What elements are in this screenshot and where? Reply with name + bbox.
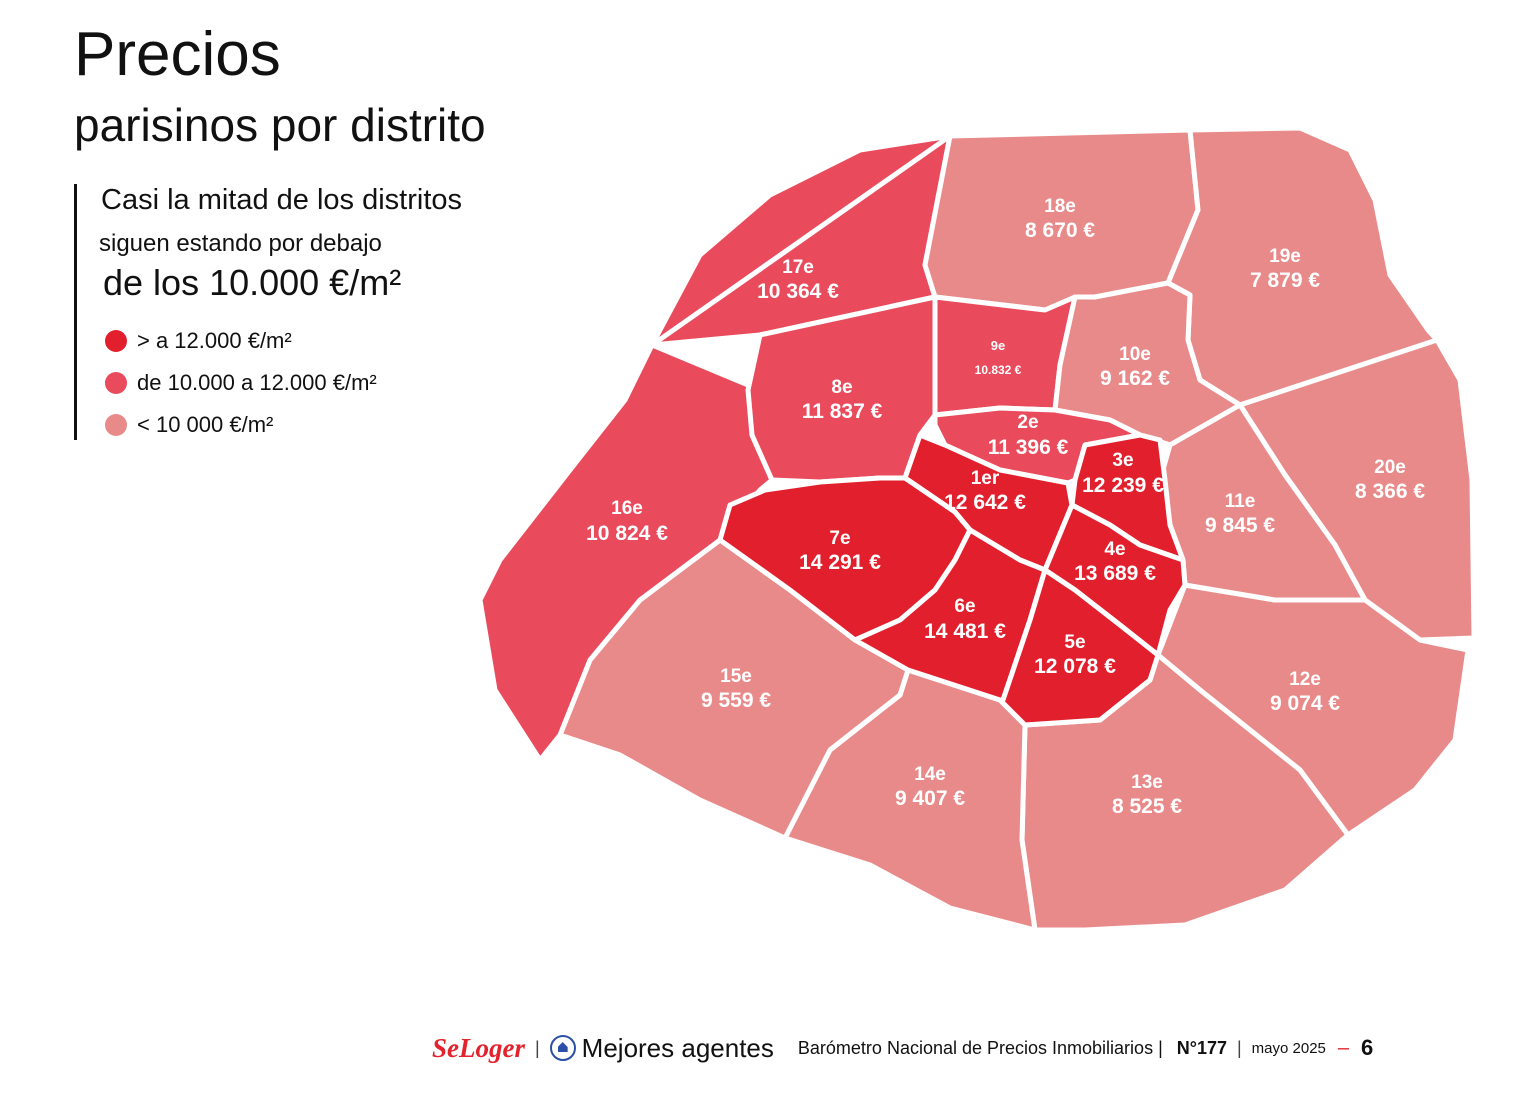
district-8-name: 8e [831,377,852,398]
district-14-price: 9 407 € [895,787,965,810]
district-15-name: 15e [720,666,752,687]
district-20-price: 8 366 € [1355,480,1425,503]
district-9-price: 10.832 € [975,363,1022,377]
legend-dot-high-icon [105,330,127,352]
district-20-name: 20e [1374,457,1406,478]
district-6-price: 14 481 € [924,620,1006,643]
district-3-price: 12 239 € [1082,474,1164,497]
district-19-name: 19e [1269,246,1301,267]
district-13-price: 8 525 € [1112,795,1182,818]
label-district-6: 6e 14 481 € [924,596,1006,643]
issue-date: mayo 2025 [1251,1039,1326,1057]
legend-item-high: > a 12.000 €/m² [105,328,292,354]
district-1-price: 12 642 € [944,491,1026,514]
footer-divider-2: | [1236,1037,1242,1058]
district-2-price: 11 396 € [988,436,1069,459]
label-district-16: 16e 10 824 € [586,498,668,545]
district-13-name: 13e [1131,772,1163,793]
mejores-agentes-logo[interactable]: Mejores agentes [549,1032,774,1064]
legend-label-mid: de 10.000 a 12.000 €/m² [137,370,377,395]
district-14-name: 14e [914,764,946,785]
district-18-price: 8 670 € [1025,219,1095,242]
legend-label-high: > a 12.000 €/m² [137,328,292,353]
seloger-logo[interactable]: SeLoger [432,1032,525,1063]
footer: SeLoger | Mejores agentes Barómetro Naci… [432,1030,1373,1066]
district-18-name: 18e [1044,196,1076,217]
district-11-price: 9 845 € [1205,514,1275,537]
district-1-name: 1er [971,468,1000,489]
home-icon [549,1035,576,1061]
district-3-name: 3e [1112,450,1133,471]
intro-line-2: siguen estando por debajo [99,230,382,257]
district-17-name: 17e [782,257,814,278]
legend-dot-low-icon [105,414,127,436]
footer-divider: | [534,1037,540,1058]
district-15-price: 9 559 € [701,689,771,712]
mejores-agentes-label: Mejores agentes [581,1032,774,1063]
page-title: Precios [74,20,281,89]
legend-item-low: < 10 000 €/m² [105,412,273,438]
district-16-price: 10 824 € [586,522,668,545]
barometer-label: Barómetro Nacional de Precios Inmobiliar… [797,1037,1163,1058]
district-9-name: 9e [991,338,1005,353]
district-7-price: 14 291 € [799,551,881,574]
label-district-9: 9e 10.832 € [975,338,1022,377]
district-4-name: 4e [1104,539,1125,560]
district-6-name: 6e [954,596,975,617]
district-12-name: 12e [1289,669,1321,690]
district-10-price: 9 162 € [1100,367,1170,390]
district-17-price: 10 364 € [757,280,839,303]
district-11-name: 11e [1225,491,1256,512]
district-6[interactable] [852,527,1048,703]
issue-number: N°177 [1176,1037,1227,1058]
page-dash: – [1337,1036,1350,1059]
page-subtitle: parisinos por distrito [74,99,486,151]
district-19-price: 7 879 € [1250,269,1320,292]
district-5-price: 12 078 € [1034,655,1116,678]
intro-block: Casi la mitad de los distritos siguen es… [74,184,557,440]
legend-label-low: < 10 000 €/m² [137,412,274,437]
label-district-2: 2e 11 396 € [988,412,1069,459]
legend-dot-mid-icon [105,372,127,394]
intro-line-3: de los 10.000 €/m² [103,262,402,303]
intro-line-1: Casi la mitad de los distritos [101,184,463,216]
district-4-price: 13 689 € [1074,562,1156,585]
district-5-name: 5e [1064,632,1085,653]
district-12-price: 9 074 € [1270,692,1340,715]
district-16-name: 16e [611,498,643,519]
legend-item-mid: de 10.000 a 12.000 €/m² [105,370,377,396]
district-7-name: 7e [829,528,850,549]
district-5[interactable] [997,567,1161,728]
district-8-price: 11 837 € [802,400,883,423]
district-10-name: 10e [1119,344,1151,365]
district-2-name: 2e [1017,412,1038,433]
page-number: 6 [1361,1035,1374,1060]
label-district-3: 3e 12 239 € [1082,450,1164,497]
